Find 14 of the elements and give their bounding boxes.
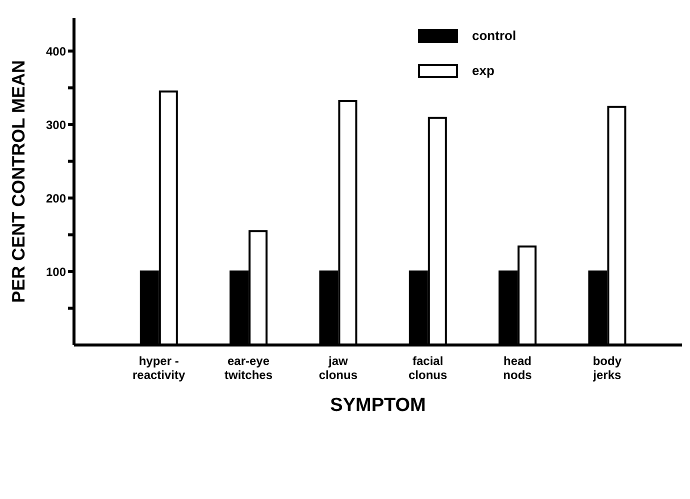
x-tick-label: body jerks [592, 354, 622, 382]
legend-label: control [472, 28, 516, 43]
x-axis-title: SYMPTOM [330, 395, 426, 416]
y-tick-label: 300 [46, 118, 66, 132]
x-tick-label: jaw clonus [318, 354, 358, 382]
y-tick-label: 100 [46, 264, 66, 279]
y-tick-label: 200 [46, 191, 66, 206]
x-tick-label: hyper - reactivity [132, 354, 186, 382]
x-tick-label: facial clonus [408, 354, 448, 382]
x-tick-label: head nods [503, 354, 532, 382]
legend-label: exp [472, 63, 494, 78]
x-tick-label: ear-eye twitches [224, 354, 273, 382]
y-axis-title: PER CENT CONTROL MEAN [8, 60, 28, 303]
y-tick-label: 400 [46, 44, 66, 58]
